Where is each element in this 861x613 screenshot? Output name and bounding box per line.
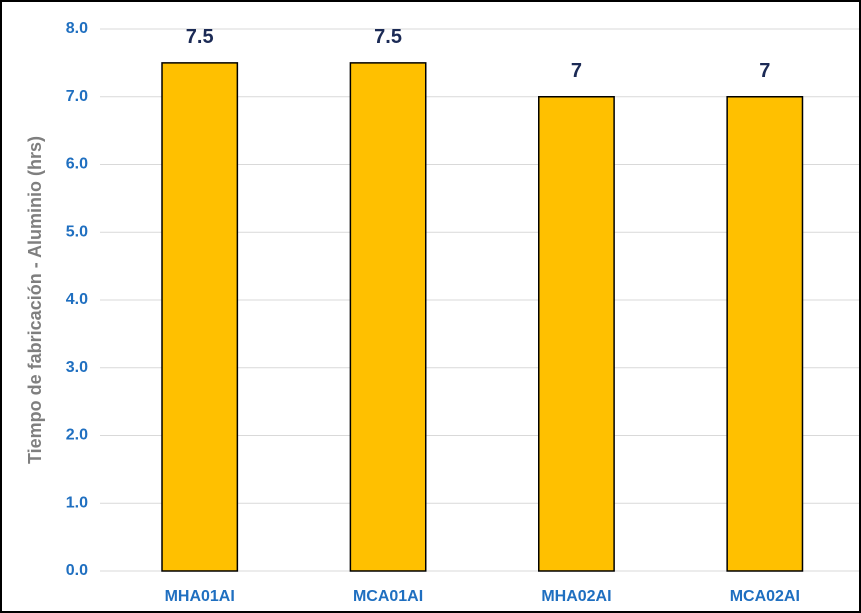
- y-tick-label: 5.0: [66, 223, 88, 240]
- x-tick-label: MCA01AI: [353, 588, 423, 605]
- y-tick-label: 1.0: [66, 494, 88, 511]
- y-tick-label: 4.0: [66, 291, 88, 308]
- value-label: 7: [759, 60, 770, 82]
- y-tick-label: 8.0: [66, 20, 88, 37]
- value-label: 7.5: [374, 26, 402, 48]
- value-label: 7: [571, 60, 582, 82]
- y-tick-label: 3.0: [66, 359, 88, 376]
- value-label: 7.5: [186, 26, 214, 48]
- bar: [726, 96, 804, 572]
- y-tick-label: 2.0: [66, 427, 88, 444]
- bar: [161, 62, 239, 572]
- x-tick-label: MCA02AI: [730, 588, 800, 605]
- bar: [538, 96, 615, 572]
- x-tick-label: MHA02AI: [541, 588, 611, 605]
- x-tick-label: MHA01AI: [165, 588, 235, 605]
- bar: [349, 62, 427, 572]
- y-tick-label: 7.0: [66, 88, 88, 105]
- y-tick-label: 0.0: [66, 562, 88, 579]
- y-tick-label: 6.0: [66, 156, 88, 173]
- y-axis-label: Tiempo de fabricación - Aluminio (hrs): [25, 136, 45, 464]
